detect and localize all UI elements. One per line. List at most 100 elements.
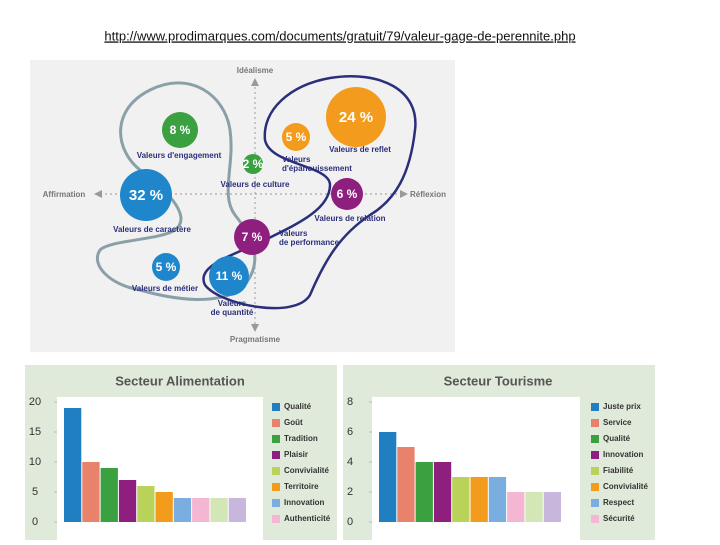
arrow: [94, 190, 102, 198]
caption: Valeurs d'engagement: [137, 151, 222, 160]
bubble: [326, 87, 386, 147]
bubble-label: 24 %: [339, 109, 373, 126]
bubble: [209, 256, 249, 296]
legend-label: Juste prix: [603, 402, 641, 411]
legend-label: Innovation: [603, 450, 644, 459]
bar: [452, 477, 470, 522]
legend-swatch: [591, 499, 599, 507]
caption: de quantité: [211, 308, 254, 317]
bar: [192, 498, 210, 522]
bar: [507, 492, 525, 522]
legend-swatch: [272, 435, 280, 443]
bubble-label: 8 %: [170, 123, 191, 137]
bar-chart: Secteur Tourisme 0 2 4 6 8 Juste prix Service Qu…: [343, 365, 655, 540]
caption: Valeurs de reflet: [329, 145, 391, 154]
axis-label: Idéalisme: [237, 66, 274, 75]
bar: [155, 492, 173, 522]
legend-swatch: [591, 483, 599, 491]
bubble-label: 32 %: [129, 187, 163, 204]
legend-swatch: [272, 483, 280, 491]
bar: [64, 408, 82, 522]
legend-label: Service: [603, 418, 632, 427]
y-tick-label: 10: [29, 456, 41, 468]
bar: [210, 498, 228, 522]
bar: [470, 477, 488, 522]
bar: [228, 498, 246, 522]
caption: de performance: [279, 238, 340, 247]
bubble: [243, 154, 263, 174]
y-tick-label: 4: [347, 456, 353, 468]
axis-label: Pragmatisme: [230, 335, 281, 344]
bubble: [331, 178, 363, 210]
legend-label: Convivialité: [603, 482, 648, 491]
bubble: [162, 112, 198, 148]
legend-swatch: [591, 403, 599, 411]
bar-chart: Secteur Alimentation 0 5 10 15 20 Qualité Goût T…: [25, 365, 337, 540]
chart-title: Secteur Tourisme: [444, 373, 553, 388]
caption: Valeurs: [282, 155, 311, 164]
legend-swatch: [272, 515, 280, 523]
caption: d'épanouissement: [282, 164, 352, 173]
arrow: [251, 324, 259, 332]
y-tick-label: 15: [29, 426, 41, 438]
bubble-label: 11 %: [216, 269, 243, 283]
axis-label: Réflexion: [410, 190, 446, 199]
legend-swatch: [272, 467, 280, 475]
legend-label: Goût: [284, 418, 303, 427]
legend-label: Qualité: [284, 402, 312, 411]
bar: [525, 492, 543, 522]
legend-swatch: [272, 403, 280, 411]
legend-label: Convivialité: [284, 466, 329, 475]
legend-swatch: [272, 419, 280, 427]
legend-label: Innovation: [284, 498, 325, 507]
caption: Valeurs: [218, 299, 247, 308]
y-tick-label: 20: [29, 396, 41, 408]
caption: Valeurs de relation: [314, 214, 385, 223]
legend-label: Qualité: [603, 434, 631, 443]
bar: [543, 492, 561, 522]
arrow: [400, 190, 408, 198]
legend-swatch: [591, 515, 599, 523]
bubble-label: 5 %: [286, 130, 307, 144]
legend-label: Territoire: [284, 482, 319, 491]
bar: [415, 462, 433, 522]
legend-label: Respect: [603, 498, 634, 507]
legend-label: Sécurité: [603, 514, 635, 523]
legend-swatch: [591, 419, 599, 427]
bar: [173, 498, 192, 522]
legend-label: Tradition: [284, 434, 318, 443]
y-tick-label: 2: [347, 486, 353, 498]
bubble: [234, 219, 270, 255]
bar: [433, 462, 452, 522]
legend-swatch: [591, 467, 599, 475]
chart-title: Secteur Alimentation: [115, 373, 245, 388]
bar: [397, 447, 415, 522]
legend-label: Authenticité: [284, 514, 331, 523]
caption: Valeurs de caractère: [113, 225, 191, 234]
bar: [82, 462, 100, 522]
y-tick-label: 0: [347, 516, 353, 528]
legend-label: Plaisir: [284, 450, 308, 459]
y-tick-label: 5: [32, 486, 38, 498]
bubble-label: 2 %: [243, 157, 264, 171]
url: http://www.prodimarques.com/documents/gr…: [104, 28, 575, 43]
bubble: [152, 253, 180, 281]
legend-label: Fiabilité: [603, 466, 634, 475]
bubble-label: 7 %: [242, 230, 263, 244]
arrow: [251, 78, 259, 86]
caption: Valeurs: [279, 229, 308, 238]
legend-swatch: [591, 451, 599, 459]
group-outline: [202, 75, 417, 310]
bar: [379, 432, 397, 522]
caption: Valeurs de métier: [132, 284, 198, 293]
caption: Valeurs de culture: [221, 180, 290, 189]
bar: [137, 486, 155, 522]
bar: [100, 468, 118, 522]
y-tick-label: 8: [347, 396, 353, 408]
bubble-label: 6 %: [337, 187, 358, 201]
legend-swatch: [272, 451, 280, 459]
y-tick-label: 0: [32, 516, 38, 528]
axis-label: Affirmation: [43, 190, 86, 199]
y-tick-label: 6: [347, 426, 353, 438]
